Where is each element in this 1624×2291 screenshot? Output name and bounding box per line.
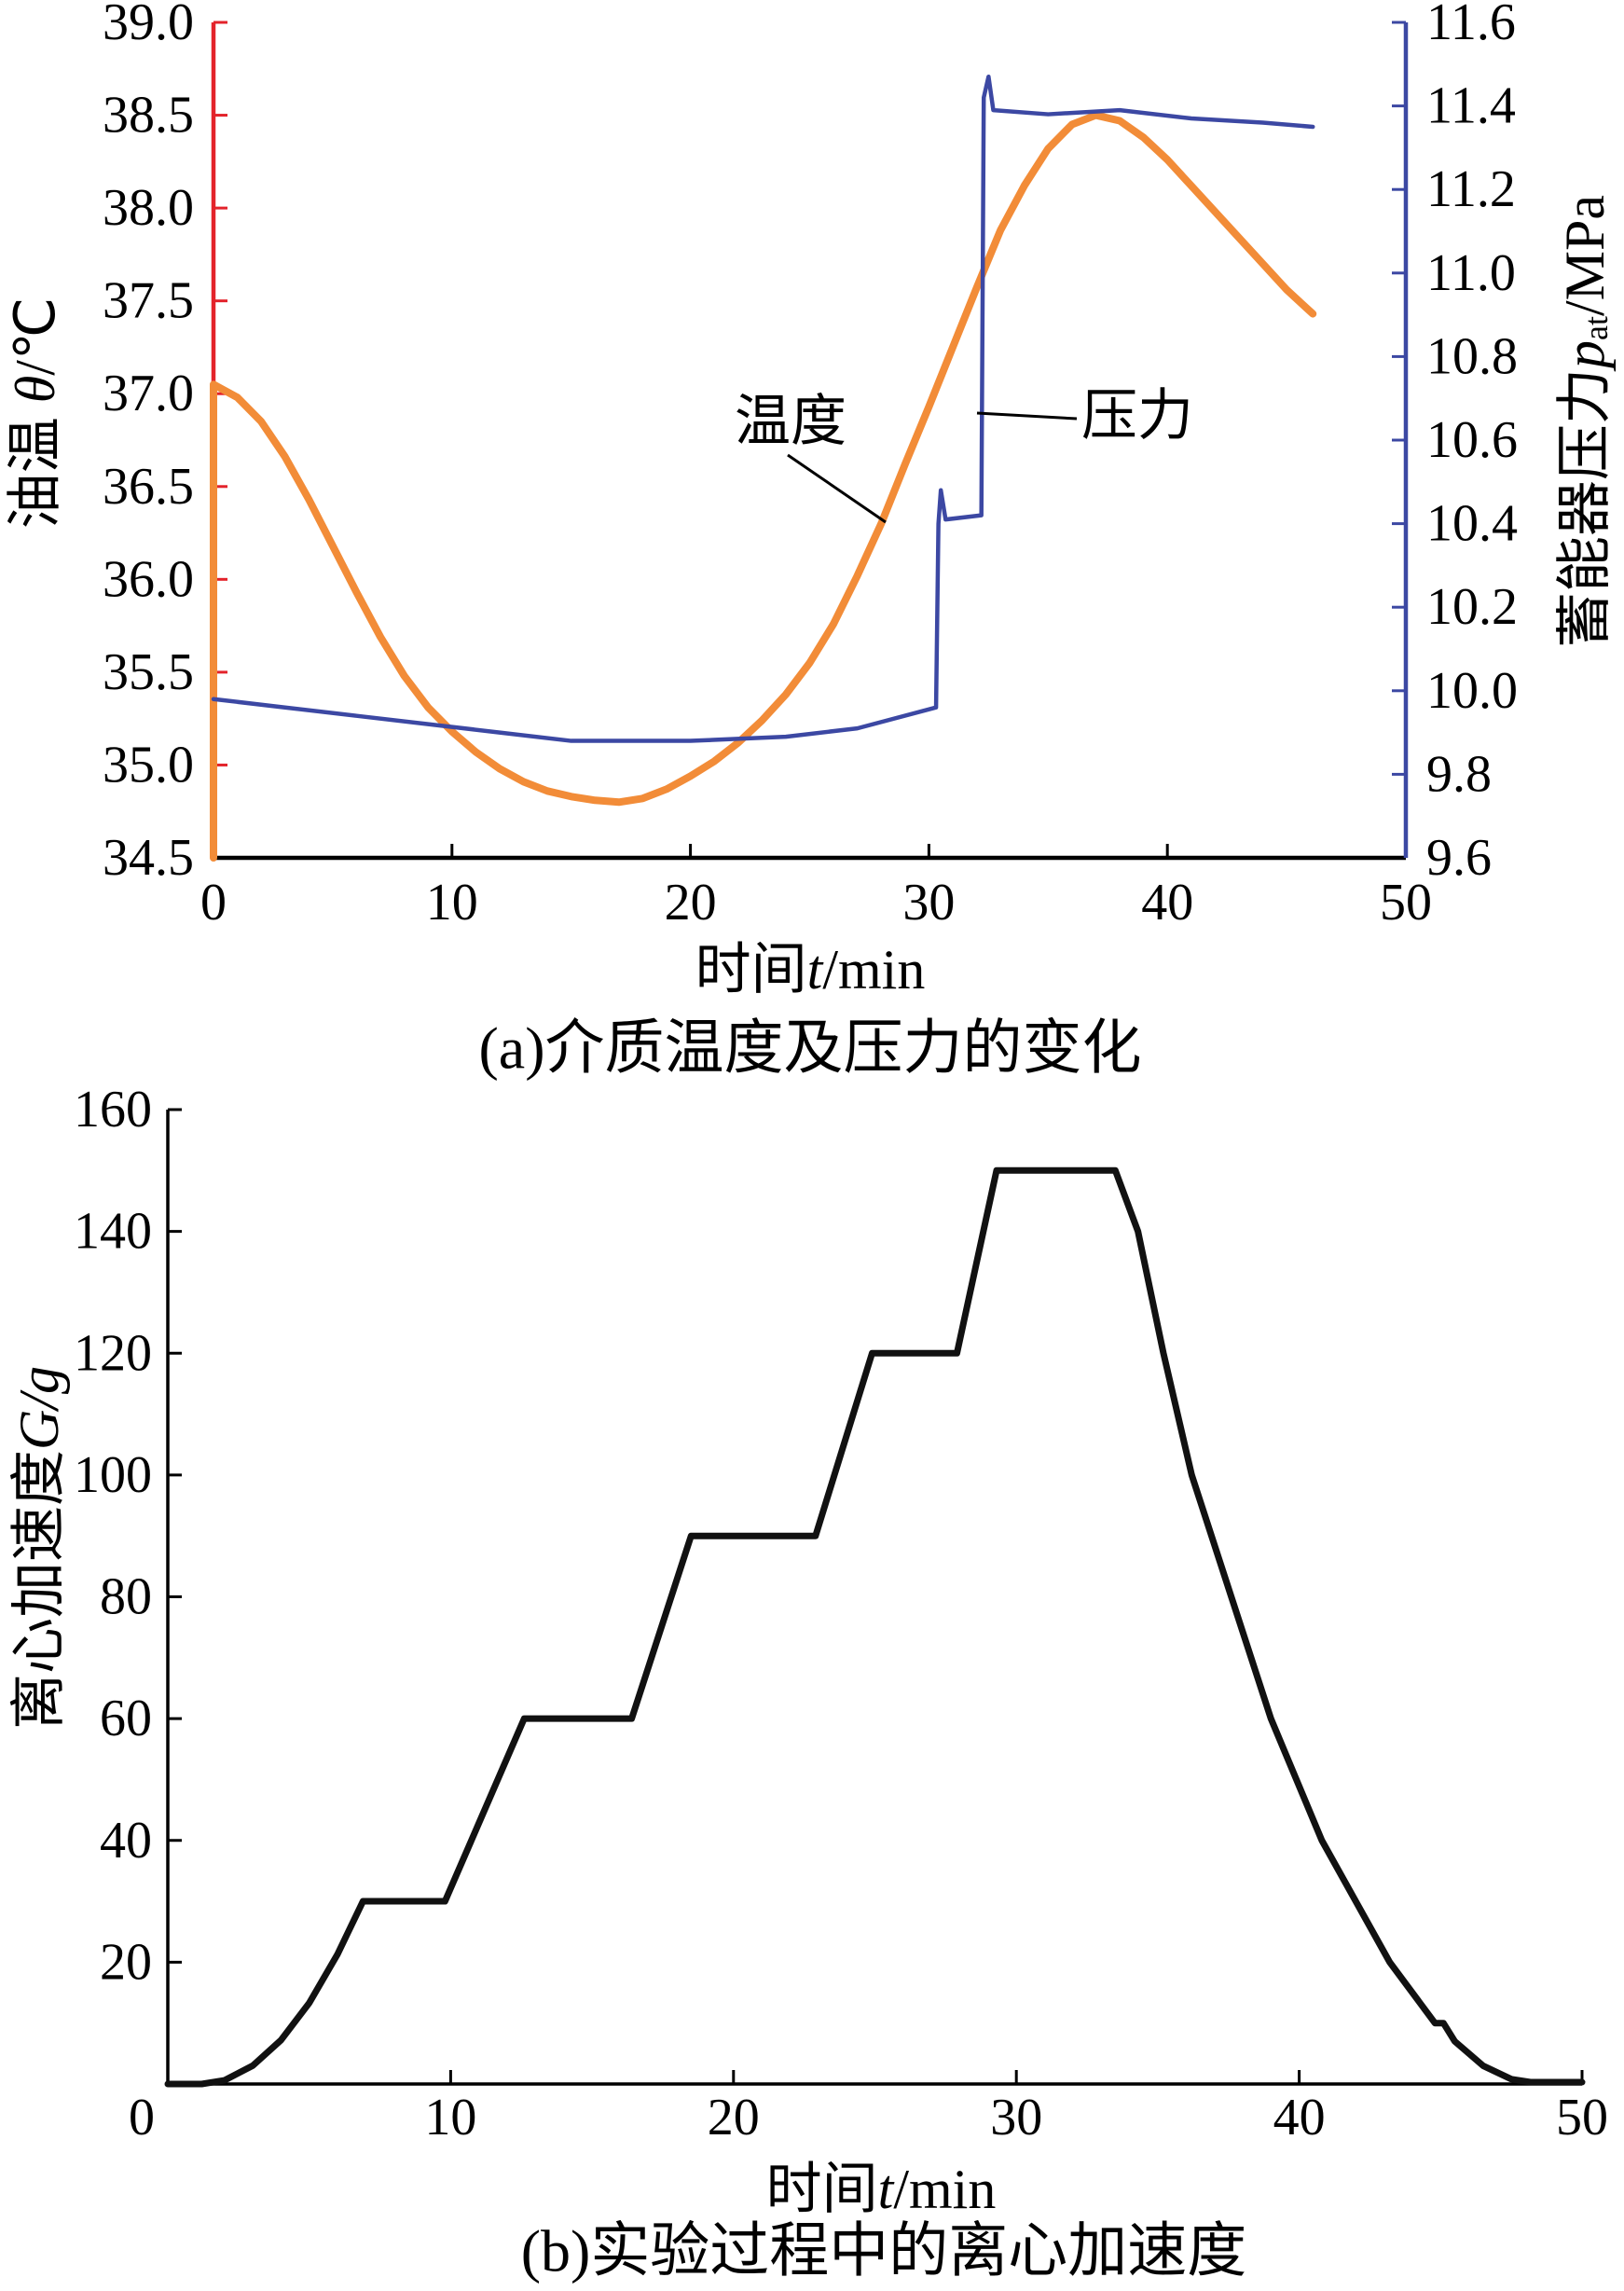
y-tick-label: 20 [100,1933,152,1991]
chart-b-caption: (b)实验过程中的离心加速度 [521,2218,1247,2284]
chart-a-tick-labels: 0 10 20 30 40 50 34.5 35.0 35.5 36.0 36.5 37.0 37.5 3… [103,0,1518,932]
y-tick-label: 37.0 [103,365,194,422]
chart-a-x-axis-title: 时间t/min [695,939,926,1001]
y-tick-label: 36.5 [103,458,194,516]
chart-a-caption: (a)介质温度及压力的变化 [478,1015,1141,1082]
right-y-tick-label: 10.0 [1426,662,1518,720]
x-tick-label: 50 [1380,874,1432,932]
right-y-tick-label: 10.8 [1426,327,1518,385]
chart-a-temperature-pressure: 0 10 20 30 40 50 34.5 35.0 35.5 36.0 36.5 37.0 37.5 3… [5,0,1616,1082]
y-tick-label: 80 [100,1568,152,1626]
right-y-tick-label: 10.6 [1426,411,1518,469]
pressure-annotation: 压力 [1081,385,1193,447]
right-y-tick-label: 11.4 [1426,77,1516,135]
x-tick-label: 50 [1556,2089,1608,2146]
y-tick-label: 40 [100,1812,152,1870]
chart-b-tick-labels: 0 10 20 30 40 50 20 40 60 80 100 120 140 160 [74,1081,1608,2146]
y-tick-label: 35.0 [103,736,194,794]
x-tick-label: 30 [990,2089,1042,2146]
chart-b-axes [166,1108,1584,2086]
x-tick-label: 40 [1141,874,1193,932]
x-tick-label: 10 [424,2089,476,2146]
chart-b-x-axis-title: 时间t/min [766,2159,997,2220]
chart-b-series [164,1166,1586,2088]
acceleration-line [164,1166,1586,2088]
chart-a-left-axis-title: 油温 θ/℃ [5,297,66,530]
x-tick-label: 10 [426,874,478,932]
chart-a-right-axis-title: 蓄能器压力pat/MPa [1554,195,1616,648]
y-tick-label: 39.0 [103,0,194,51]
y-tick-label: 100 [74,1446,152,1504]
temperature-line [210,111,1317,862]
y-tick-label: 120 [74,1324,152,1382]
x-tick-label: 0 [200,874,227,932]
right-y-tick-label: 9.6 [1426,829,1492,887]
right-y-tick-label: 11.2 [1426,160,1516,218]
pressure-line [211,74,1315,743]
temperature-annotation: 温度 [735,391,846,452]
temperature-annotation-leader [787,453,887,524]
pressure-annotation-leader [976,411,1078,421]
right-y-tick-label: 10.4 [1426,495,1518,553]
right-y-tick-label: 11.0 [1426,244,1516,302]
y-tick-label: 38.5 [103,87,194,145]
y-tick-label: 34.5 [103,829,194,887]
x-tick-label: 40 [1273,2089,1326,2146]
y-tick-label: 36.0 [103,550,194,608]
x-tick-label: 20 [665,874,717,932]
right-y-tick-label: 11.6 [1426,0,1516,51]
y-tick-label: 160 [74,1081,152,1139]
chart-a-series [210,74,1317,862]
y-tick-label: 37.5 [103,272,194,330]
right-y-tick-label: 9.8 [1426,745,1492,803]
x-tick-label: 20 [708,2089,760,2146]
x-tick-label: 0 [129,2089,155,2146]
y-tick-label: 140 [74,1203,152,1261]
y-tick-label: 60 [100,1690,152,1747]
y-tick-label: 35.5 [103,643,194,701]
chart-b-y-axis-title: 离心加速度G/g [8,1366,70,1730]
right-y-tick-label: 10.2 [1426,578,1518,636]
x-tick-label: 30 [902,874,955,932]
y-tick-label: 38.0 [103,179,194,237]
